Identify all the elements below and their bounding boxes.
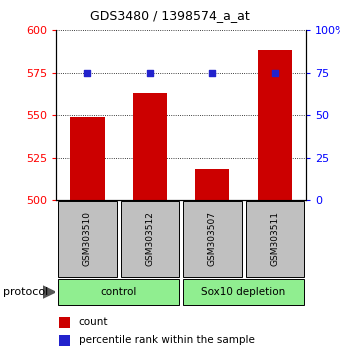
Bar <box>58 279 179 305</box>
Bar <box>183 201 241 277</box>
Text: GSM303507: GSM303507 <box>208 211 217 267</box>
Bar <box>70 117 104 200</box>
Bar <box>121 201 179 277</box>
Bar <box>58 201 117 277</box>
Text: GSM303510: GSM303510 <box>83 211 92 267</box>
Point <box>272 70 277 75</box>
Bar <box>195 170 230 200</box>
Bar <box>245 201 304 277</box>
Point <box>147 70 153 75</box>
Point <box>209 70 215 75</box>
Bar <box>183 279 304 305</box>
Bar <box>58 335 70 346</box>
Text: Sox10 depletion: Sox10 depletion <box>201 287 286 297</box>
Text: percentile rank within the sample: percentile rank within the sample <box>79 335 254 346</box>
Text: GSM303512: GSM303512 <box>145 211 154 267</box>
Text: protocol: protocol <box>3 287 49 297</box>
Text: control: control <box>100 287 137 297</box>
Polygon shape <box>42 286 55 298</box>
Bar <box>58 317 70 328</box>
Bar <box>258 51 292 200</box>
Text: count: count <box>79 318 108 327</box>
Point <box>85 70 90 75</box>
Text: GDS3480 / 1398574_a_at: GDS3480 / 1398574_a_at <box>90 9 250 22</box>
Bar <box>133 93 167 200</box>
Text: GSM303511: GSM303511 <box>270 211 279 267</box>
